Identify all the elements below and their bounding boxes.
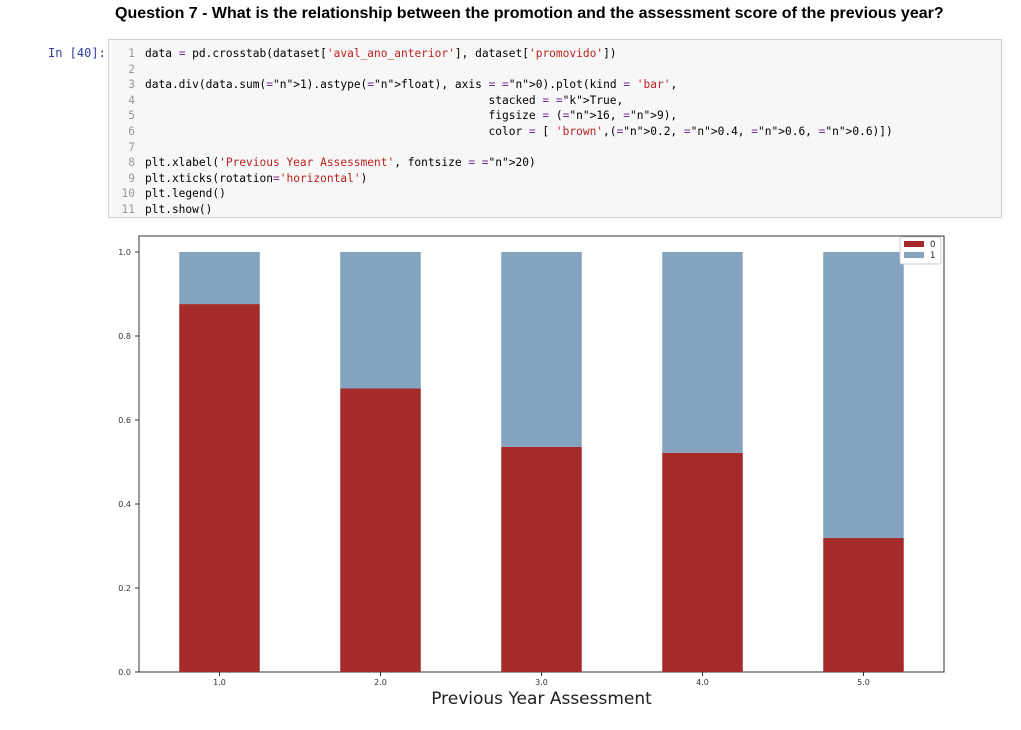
x-axis-label: Previous Year Assessment [431,689,652,709]
code-line: 6 color = [ 'brown',(="n">0.2, ="n">0.4,… [109,124,989,139]
line-number: 7 [128,140,135,154]
code-text: plt.xticks(rotation='horizontal') [145,171,368,185]
bar-segment-series-1 [340,252,421,389]
bar-segment-series-1 [662,252,743,453]
code-line: 2 [109,62,989,77]
line-number: 9 [128,171,135,185]
y-tick-label: 0.6 [118,416,131,425]
line-number: 11 [121,203,135,216]
code-line: 7 [109,140,989,155]
code-line: 8 plt.xlabel('Previous Year Assessment', … [109,155,989,170]
line-number: 4 [128,93,135,107]
code-text: color = [ 'brown',(="n">0.2, ="n">0.4, =… [145,125,893,138]
x-tick-label: 3.0 [535,678,548,687]
code-text: stacked = ="k">True, [145,93,624,107]
line-number: 3 [128,78,135,92]
x-tick-label: 4.0 [696,678,709,687]
bar-segment-series-1 [823,252,904,539]
y-tick-label: 0.8 [118,332,131,341]
code-text: plt.show() [145,203,213,216]
code-line: 3 data.div(data.sum(="n">1).astype(="n">f… [109,77,989,92]
bar-segment-series-0 [340,388,421,672]
code-line: 11 plt.show() [109,202,989,217]
legend-swatch [904,241,924,247]
bar-segment-series-0 [823,538,904,672]
code-cell[interactable]: 1 data = pd.crosstab(dataset['aval_ano_an… [108,39,1002,218]
cell-prompt: In [40]: [48,46,106,60]
line-number: 8 [128,156,135,170]
y-tick-label: 0.2 [118,584,131,593]
bar-segment-series-0 [662,452,743,672]
code-text: data.div(data.sum(="n">1).astype(="n">fl… [145,78,678,92]
bar-segment-series-0 [501,446,582,672]
y-tick-label: 0.0 [118,668,131,677]
x-tick-label: 2.0 [374,678,387,687]
line-number: 6 [128,125,135,138]
code-line: 9 plt.xticks(rotation='horizontal') [109,171,989,186]
legend-label: 1 [930,251,935,261]
bar-segment-series-1 [501,252,582,447]
line-number: 1 [128,47,135,60]
line-number: 5 [128,109,135,123]
bar-segment-series-0 [179,304,260,672]
x-tick-label: 5.0 [857,678,870,687]
y-tick-label: 1.0 [118,248,131,257]
code-text: figsize = (="n">16, ="n">9), [145,109,678,123]
code-line: 5 figsize = (="n">16, ="n">9), [109,108,989,123]
code-line: 1 data = pd.crosstab(dataset['aval_ano_an… [109,46,989,61]
legend-swatch [904,252,924,258]
code-text: plt.legend() [145,187,226,201]
line-number: 2 [128,62,135,76]
y-tick-label: 0.4 [118,500,131,509]
code-text: data = pd.crosstab(dataset['aval_ano_ant… [145,47,617,60]
code-line: 10 plt.legend() [109,186,989,201]
code-line: 4 stacked = ="k">True, [109,93,989,108]
x-tick-label: 1.0 [213,678,226,687]
line-number: 10 [121,187,135,201]
legend-label: 0 [930,240,935,250]
question-heading: Question 7 - What is the relationship be… [115,5,944,22]
code-text: plt.xlabel('Previous Year Assessment', f… [145,156,536,170]
bar-segment-series-1 [179,252,260,305]
